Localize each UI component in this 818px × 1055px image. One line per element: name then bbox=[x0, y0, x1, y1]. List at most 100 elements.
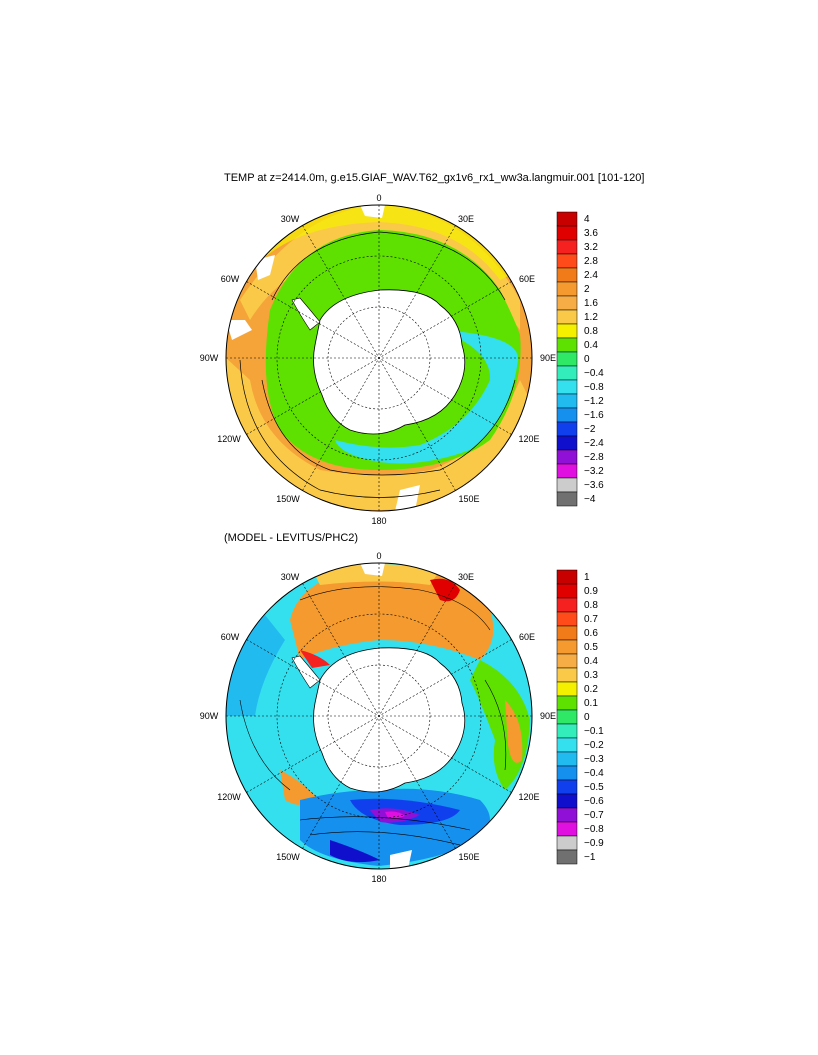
bottom-colorbar-label: −0.4 bbox=[584, 768, 604, 779]
bottom-colorbar-label: −0.5 bbox=[584, 782, 604, 793]
top-colorbar-label: −1.2 bbox=[584, 396, 604, 407]
top-colorbar-label: 4 bbox=[584, 214, 590, 225]
bottom-colorbar-label: −1 bbox=[584, 852, 596, 863]
bottom-label-180: 180 bbox=[371, 874, 386, 884]
bottom-colorbar-swatch bbox=[556, 625, 578, 641]
top-label-90w: 90W bbox=[200, 353, 219, 363]
top-colorbar-swatch bbox=[556, 239, 578, 255]
top-map-border bbox=[225, 204, 533, 512]
top-colorbar-swatch bbox=[556, 323, 578, 339]
top-colorbar-label: 1.2 bbox=[584, 312, 598, 323]
bottom-colorbar-label: 0.9 bbox=[584, 586, 598, 597]
bottom-panel-title: (MODEL - LEVITUS/PHC2) bbox=[224, 532, 359, 544]
top-label-150e: 150E bbox=[458, 494, 479, 504]
bottom-label-30e: 30E bbox=[458, 572, 474, 582]
bottom-colorbar-label: −0.1 bbox=[584, 726, 604, 737]
top-label-120e: 120E bbox=[518, 434, 539, 444]
top-panel-title: TEMP at z=2414.0m, g.e15.GIAF_WAV.T62_gx… bbox=[224, 172, 645, 184]
top-colorbar-label: −2 bbox=[584, 424, 596, 435]
bottom-colorbar-label: −0.2 bbox=[584, 740, 604, 751]
top-colorbar-swatch bbox=[556, 295, 578, 311]
top-colorbar-label: 0.4 bbox=[584, 340, 598, 351]
top-colorbar-swatch bbox=[556, 449, 578, 465]
top-colorbar-label: 2.8 bbox=[584, 256, 598, 267]
top-label-0: 0 bbox=[376, 193, 381, 203]
top-label-60w: 60W bbox=[221, 274, 240, 284]
top-colorbar-label: −0.8 bbox=[584, 382, 604, 393]
top-colorbar-swatch bbox=[556, 267, 578, 283]
top-colorbar-swatch bbox=[556, 253, 578, 269]
top-colorbar-label: 3.6 bbox=[584, 228, 598, 239]
bottom-label-120w: 120W bbox=[217, 792, 241, 802]
top-colorbar-label: 2.4 bbox=[584, 270, 598, 281]
top-polar-map: 0 30E 60E 90E 120E 150E 180 150W 120W 90… bbox=[200, 193, 556, 526]
bottom-colorbar-label: 0 bbox=[584, 712, 590, 723]
bottom-colorbar-label: 0.8 bbox=[584, 600, 598, 611]
top-colorbar-label: −0.4 bbox=[584, 368, 604, 379]
bottom-label-120e: 120E bbox=[518, 792, 539, 802]
bottom-colorbar-label: −0.3 bbox=[584, 754, 604, 765]
bottom-colorbar-label: −0.7 bbox=[584, 810, 604, 821]
bottom-colorbar-label: 0.5 bbox=[584, 642, 598, 653]
top-colorbar-swatch bbox=[556, 225, 578, 241]
bottom-label-150e: 150E bbox=[458, 852, 479, 862]
top-label-60e: 60E bbox=[519, 274, 535, 284]
bottom-colorbar-swatch bbox=[556, 751, 578, 767]
bottom-colorbar-swatch bbox=[556, 821, 578, 837]
bottom-colorbar-label: 0.7 bbox=[584, 614, 598, 625]
top-label-30w: 30W bbox=[281, 214, 300, 224]
bottom-colorbar-label: −0.6 bbox=[584, 796, 604, 807]
top-colorbar-label: 2 bbox=[584, 284, 590, 295]
bottom-colorbar: 1 0.9 0.8 0.7 0.6 0.5 0.4 0.3 0.2 0.1 0 −0.1 −0.2 −0.… bbox=[556, 569, 604, 865]
bottom-graticule bbox=[226, 563, 532, 869]
top-label-90e: 90E bbox=[540, 353, 556, 363]
bottom-colorbar-swatch bbox=[556, 681, 578, 697]
bottom-colorbar-label: −0.9 bbox=[584, 838, 604, 849]
top-colorbar-label: −1.6 bbox=[584, 410, 604, 421]
bottom-colorbar-label: 0.6 bbox=[584, 628, 598, 639]
bottom-colorbar-swatch bbox=[556, 765, 578, 781]
top-colorbar: 4 3.6 3.2 2.8 2.4 2 1.6 1.2 0.8 0.4 0 −0.4 −0.8 −1.2 −… bbox=[556, 211, 604, 507]
bottom-colorbar-swatch bbox=[556, 583, 578, 599]
bottom-label-90e: 90E bbox=[540, 711, 556, 721]
bottom-colorbar-swatch bbox=[556, 653, 578, 669]
top-colorbar-swatch bbox=[556, 365, 578, 381]
bottom-colorbar-swatch bbox=[556, 807, 578, 823]
top-colorbar-swatch bbox=[556, 435, 578, 451]
bottom-label-0: 0 bbox=[376, 551, 381, 561]
bottom-colorbar-swatch bbox=[556, 667, 578, 683]
bottom-colorbar-label: 0.1 bbox=[584, 698, 598, 709]
top-colorbar-label: 0 bbox=[584, 354, 590, 365]
top-colorbar-swatch bbox=[556, 379, 578, 395]
bottom-colorbar-swatch bbox=[556, 611, 578, 627]
top-colorbar-label: −3.6 bbox=[584, 480, 604, 491]
bottom-colorbar-label: 0.3 bbox=[584, 670, 598, 681]
top-label-150w: 150W bbox=[276, 494, 300, 504]
bottom-colorbar-swatch bbox=[556, 779, 578, 795]
bottom-colorbar-swatch bbox=[556, 639, 578, 655]
bottom-colorbar-swatch bbox=[556, 793, 578, 809]
top-colorbar-swatch bbox=[556, 421, 578, 437]
top-colorbar-swatch bbox=[556, 309, 578, 325]
bottom-colorbar-label: 0.2 bbox=[584, 684, 598, 695]
top-colorbar-label: 1.6 bbox=[584, 298, 598, 309]
top-colorbar-swatch bbox=[556, 393, 578, 409]
top-colorbar-swatch bbox=[556, 337, 578, 353]
bottom-colorbar-swatch bbox=[556, 569, 578, 585]
top-label-180: 180 bbox=[371, 516, 386, 526]
top-map-field bbox=[226, 205, 532, 511]
top-colorbar-label: 3.2 bbox=[584, 242, 598, 253]
top-label-30e: 30E bbox=[458, 214, 474, 224]
bottom-colorbar-swatch bbox=[556, 849, 578, 865]
bottom-colorbar-label: 0.4 bbox=[584, 656, 598, 667]
top-colorbar-swatch bbox=[556, 407, 578, 423]
bottom-colorbar-swatch bbox=[556, 695, 578, 711]
bottom-colorbar-label: 1 bbox=[584, 572, 590, 583]
top-colorbar-swatch bbox=[556, 211, 578, 227]
bottom-polar-map: 0 30E 60E 90E 120E 150E 180 150W 120W 90… bbox=[200, 551, 556, 884]
top-colorbar-swatch bbox=[556, 463, 578, 479]
bottom-label-60e: 60E bbox=[519, 632, 535, 642]
bottom-colorbar-swatch bbox=[556, 723, 578, 739]
bottom-label-60w: 60W bbox=[221, 632, 240, 642]
